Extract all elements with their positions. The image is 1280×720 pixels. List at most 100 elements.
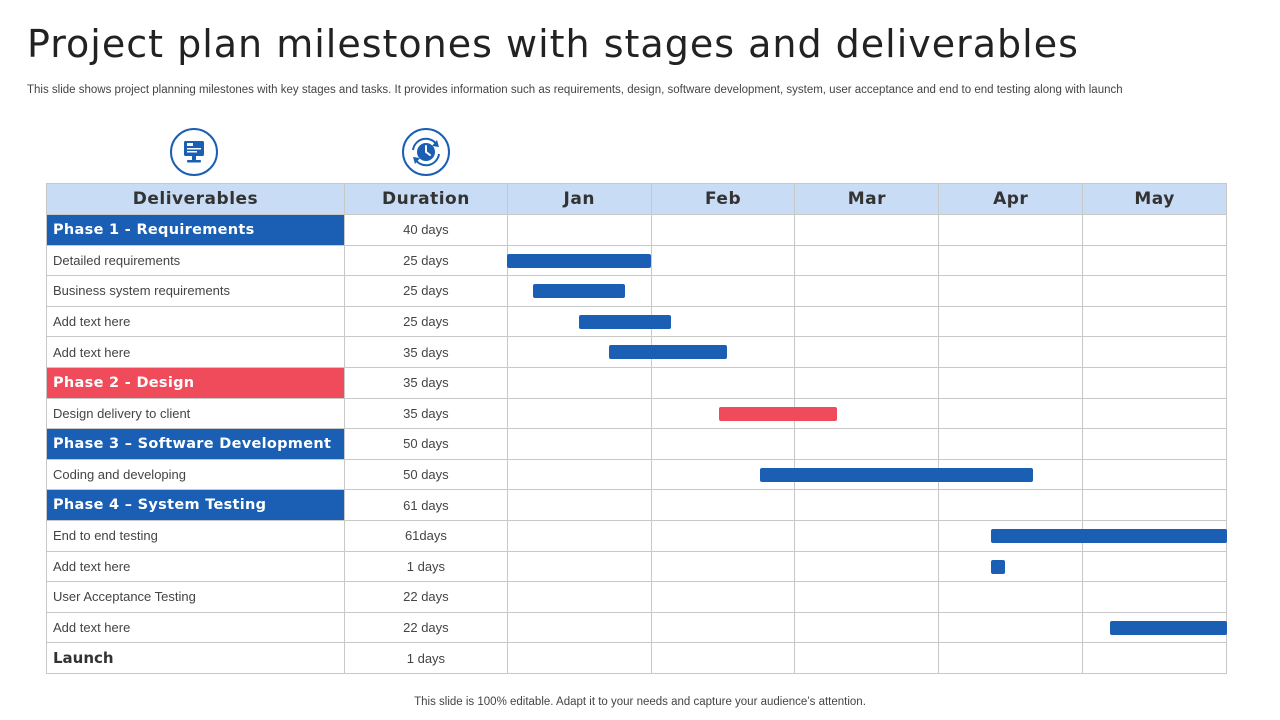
duration-cell: 35 days xyxy=(343,336,508,368)
deliverable-label: Add text here xyxy=(46,550,345,583)
month-cell xyxy=(506,611,652,644)
column-header-deliverables: Deliverables xyxy=(46,183,345,215)
month-cell xyxy=(506,305,652,338)
month-cell xyxy=(794,611,940,644)
deliverable-label: Add text here xyxy=(46,336,345,368)
month-cell xyxy=(1082,275,1227,307)
table-row: Phase 3 – Software Development 50 days xyxy=(46,428,1227,460)
month-cell xyxy=(506,275,652,307)
month-cell xyxy=(1082,458,1227,491)
duration-cell: 50 days xyxy=(343,428,508,460)
month-cell xyxy=(938,489,1084,521)
month-cell xyxy=(650,397,796,430)
phase-label: Phase 3 – Software Development xyxy=(46,428,345,460)
month-cell xyxy=(1082,305,1227,338)
slide-footer: This slide is 100% editable. Adapt it to… xyxy=(414,696,866,708)
column-header-mar: Mar xyxy=(794,183,940,215)
month-cell xyxy=(794,244,940,277)
month-cell xyxy=(650,244,796,277)
month-cell xyxy=(506,214,652,246)
table-row: User Acceptance Testing 22 days xyxy=(46,581,1227,613)
month-cell xyxy=(794,366,940,399)
duration-cell: 50 days xyxy=(343,458,508,491)
table-header-row: Deliverables Duration Jan Feb Mar Apr Ma… xyxy=(46,183,1227,215)
month-cell xyxy=(794,305,940,338)
phase-label: Phase 1 - Requirements xyxy=(46,214,345,246)
column-header-duration: Duration xyxy=(343,183,508,215)
month-cell xyxy=(1082,642,1227,674)
month-cell xyxy=(794,458,940,491)
month-cell xyxy=(938,366,1084,399)
phase-label: Phase 2 - Design xyxy=(46,366,345,399)
deliverable-label: End to end testing xyxy=(46,519,345,552)
deliverable-label: Add text here xyxy=(46,611,345,644)
computer-monitor-icon xyxy=(170,128,218,176)
duration-cell: 25 days xyxy=(343,244,508,277)
table-row: Add text here 35 days xyxy=(46,336,1227,368)
month-cell xyxy=(938,305,1084,338)
month-cell xyxy=(650,275,796,307)
table-row: Detailed requirements 25 days xyxy=(46,244,1227,277)
gantt-table: Deliverables Duration Jan Feb Mar Apr Ma… xyxy=(46,183,1227,674)
month-cell xyxy=(938,428,1084,460)
table-row: Coding and developing 50 days xyxy=(46,458,1227,491)
month-cell xyxy=(650,611,796,644)
month-cell xyxy=(794,642,940,674)
duration-cell: 25 days xyxy=(343,305,508,338)
duration-cell: 61days xyxy=(343,519,508,552)
month-cell xyxy=(506,489,652,521)
month-cell xyxy=(650,305,796,338)
duration-cell: 35 days xyxy=(343,366,508,399)
deliverable-label: Business system requirements xyxy=(46,275,345,307)
phase-label: Phase 4 – System Testing xyxy=(46,489,345,521)
month-cell xyxy=(506,519,652,552)
duration-cell: 1 days xyxy=(343,550,508,583)
month-cell xyxy=(938,642,1084,674)
month-cell xyxy=(650,550,796,583)
month-cell xyxy=(794,489,940,521)
month-cell xyxy=(650,458,796,491)
month-cell xyxy=(650,489,796,521)
month-cell xyxy=(1082,214,1227,246)
month-cell xyxy=(794,428,940,460)
month-cell xyxy=(794,214,940,246)
month-cell xyxy=(650,214,796,246)
column-header-jan: Jan xyxy=(506,183,652,215)
month-cell xyxy=(1082,244,1227,277)
month-cell xyxy=(938,458,1084,491)
month-cell xyxy=(794,581,940,613)
month-cell xyxy=(1082,366,1227,399)
month-cell xyxy=(794,519,940,552)
month-cell xyxy=(1082,519,1227,552)
duration-cell: 25 days xyxy=(343,275,508,307)
month-cell xyxy=(1082,489,1227,521)
month-cell xyxy=(938,244,1084,277)
duration-cell: 35 days xyxy=(343,397,508,430)
month-cell xyxy=(794,550,940,583)
table-row: Phase 4 – System Testing 61 days xyxy=(46,489,1227,521)
duration-cell: 40 days xyxy=(343,214,508,246)
deliverable-label: Add text here xyxy=(46,305,345,338)
month-cell xyxy=(650,366,796,399)
duration-cell: 22 days xyxy=(343,581,508,613)
month-cell xyxy=(506,581,652,613)
month-cell xyxy=(506,642,652,674)
table-row: Add text here 25 days xyxy=(46,305,1227,338)
month-cell xyxy=(506,458,652,491)
month-cell xyxy=(794,275,940,307)
month-cell xyxy=(1082,581,1227,613)
month-cell xyxy=(650,428,796,460)
table-row: Add text here 1 days xyxy=(46,550,1227,583)
month-cell xyxy=(506,366,652,399)
table-row: Add text here 22 days xyxy=(46,611,1227,644)
month-cell xyxy=(1082,336,1227,368)
month-cell xyxy=(506,397,652,430)
deliverable-label: Coding and developing xyxy=(46,458,345,491)
duration-cell: 61 days xyxy=(343,489,508,521)
month-cell xyxy=(506,428,652,460)
duration-cell: 22 days xyxy=(343,611,508,644)
deliverable-label: Detailed requirements xyxy=(46,244,345,277)
month-cell xyxy=(1082,611,1227,644)
table-row: End to end testing 61days xyxy=(46,519,1227,552)
month-cell xyxy=(938,550,1084,583)
